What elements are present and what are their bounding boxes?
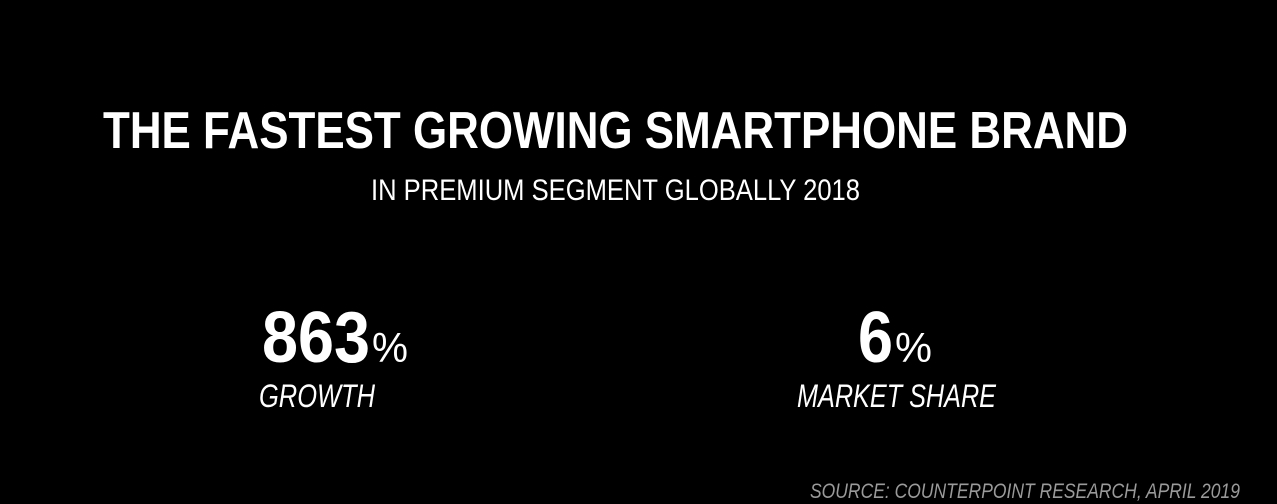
stat-unit: % [372,324,408,371]
stat-value: 863 [262,298,370,378]
stat-value: 6 [858,298,893,378]
subtitle: IN PREMIUM SEGMENT GLOBALLY 2018 [371,174,860,207]
stat-label: MARKET SHARE [797,378,997,414]
stat-label: GROWTH [259,378,376,414]
title: THE FASTEST GROWING SMARTPHONE BRAND [103,102,1128,160]
stat-unit: % [895,324,932,371]
source-note: SOURCE: COUNTERPOINT RESEARCH, APRIL 201… [810,480,1240,503]
